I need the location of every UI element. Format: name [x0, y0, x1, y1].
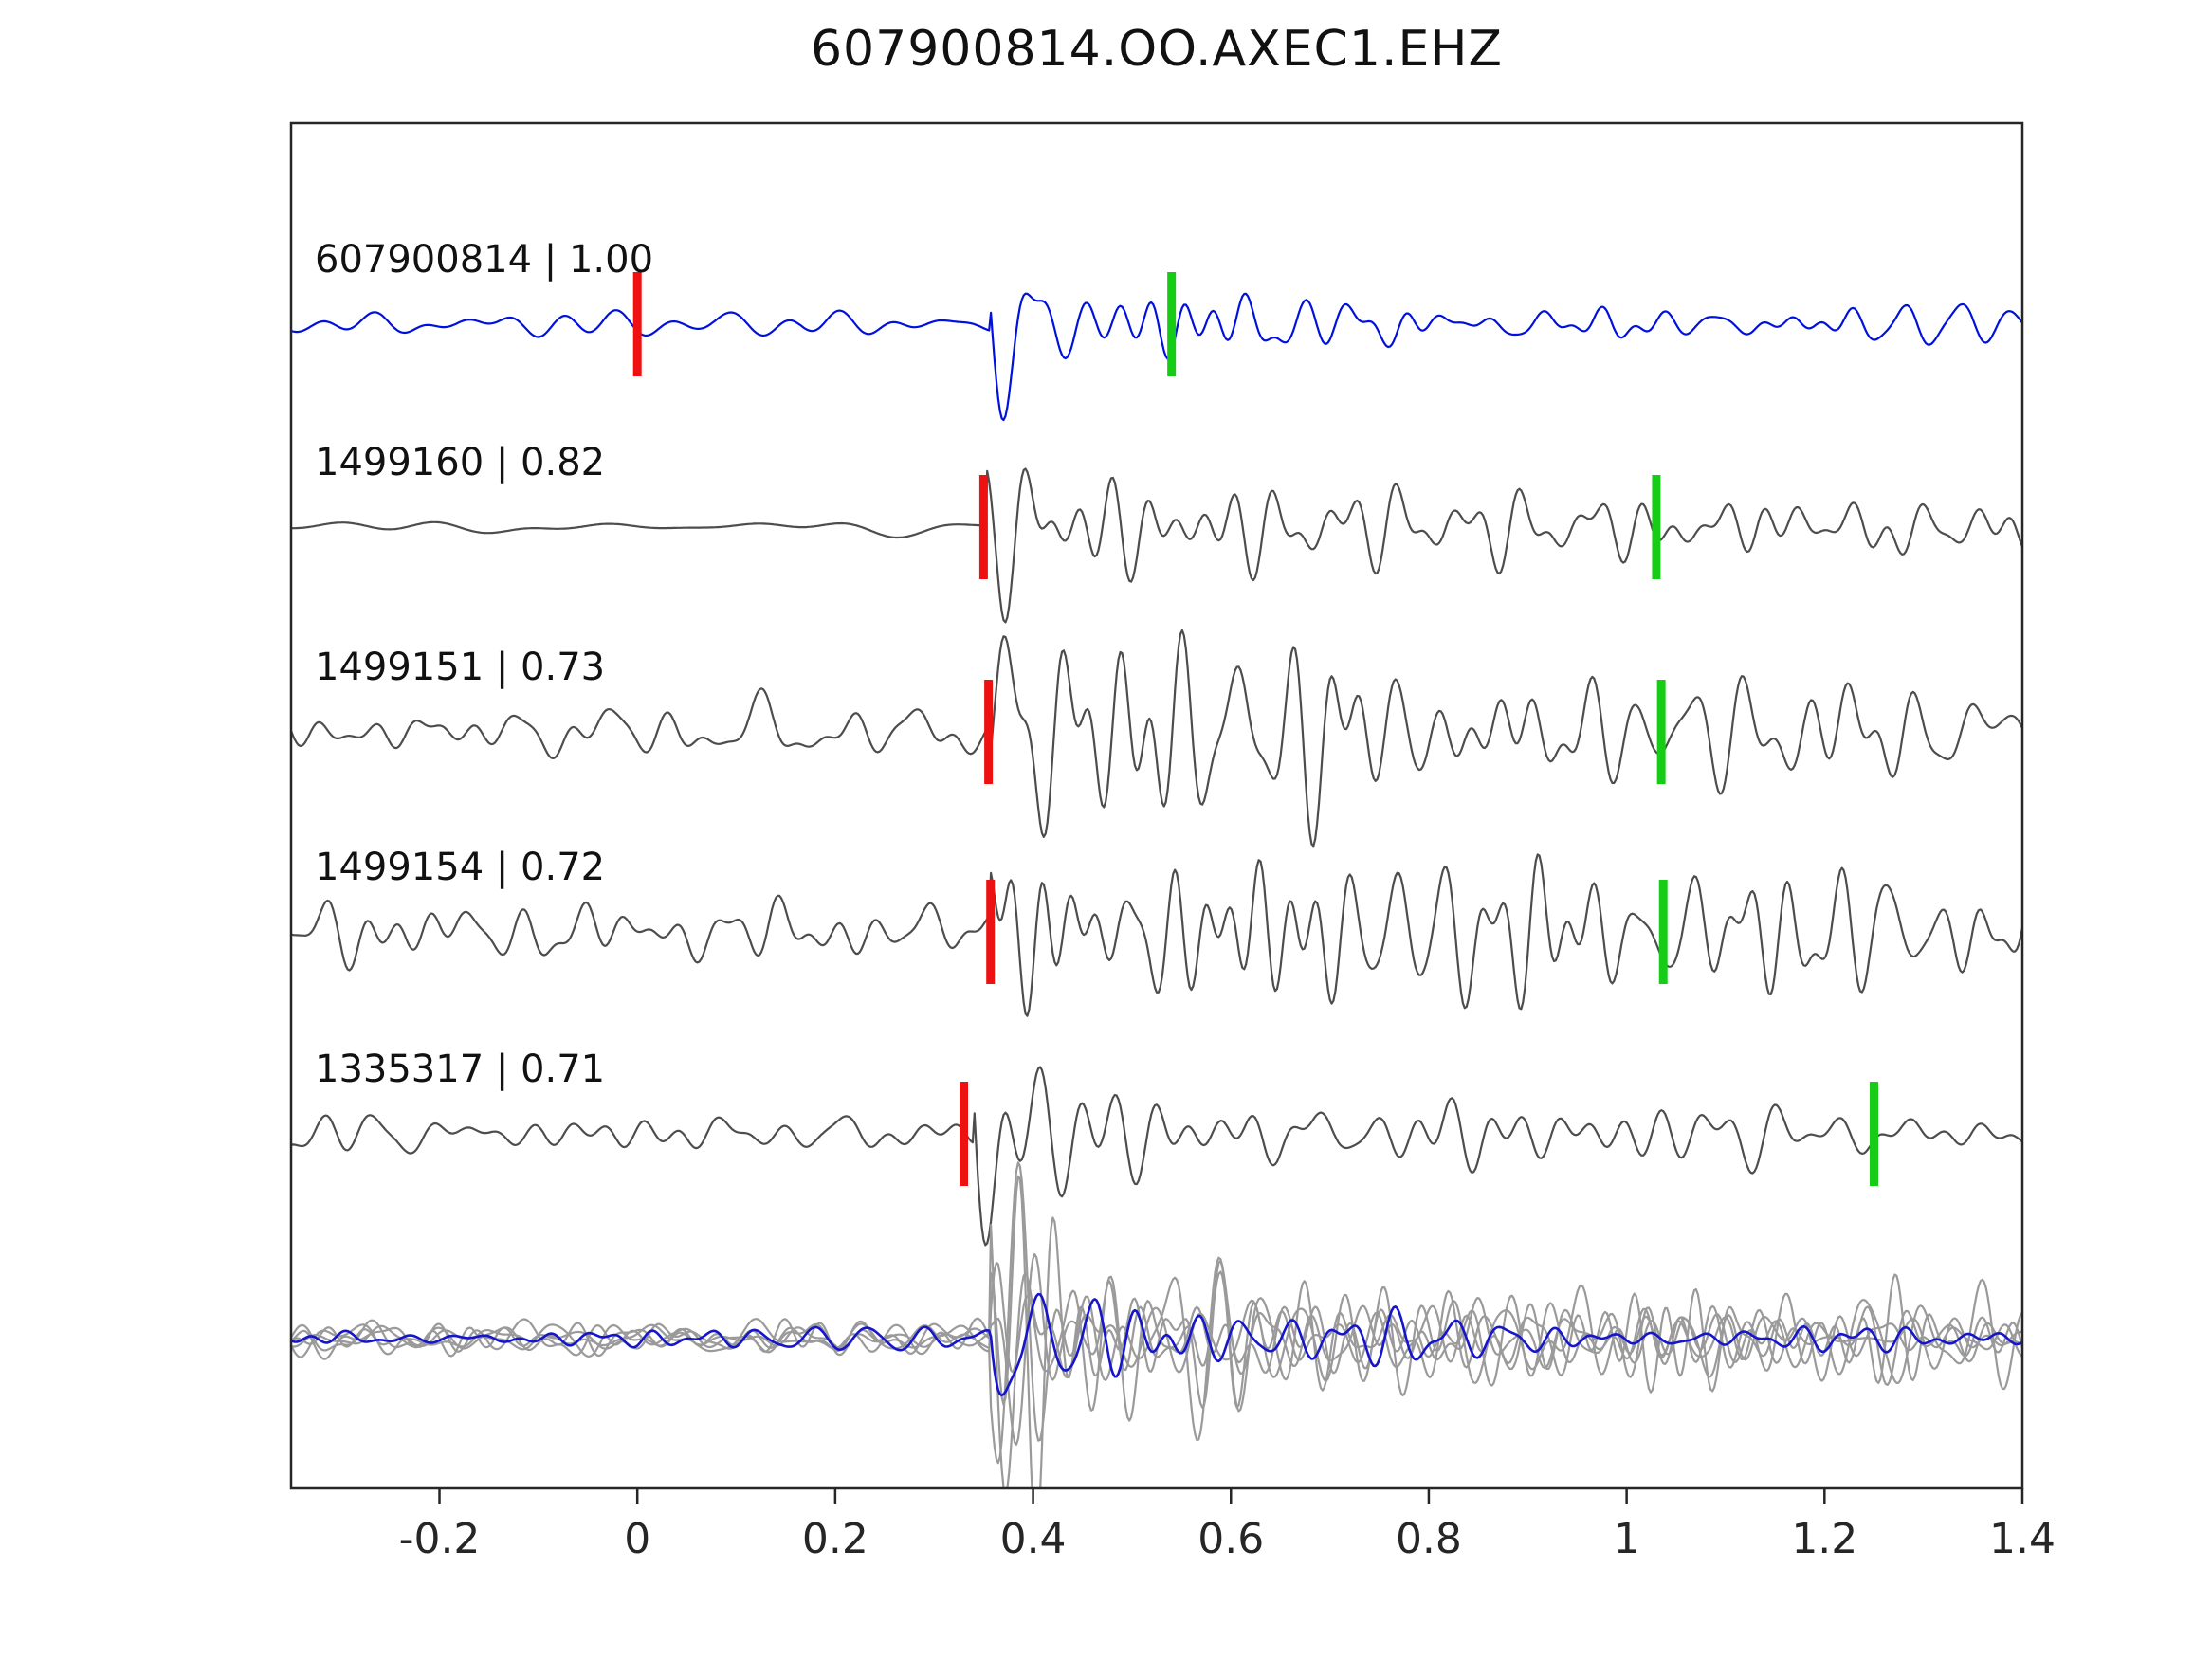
pick-marker-green — [1869, 1082, 1878, 1186]
waveform-trace — [291, 1066, 2022, 1247]
pick-marker-green — [1656, 680, 1666, 784]
axes-frame — [289, 121, 2024, 1490]
waveform-trace — [291, 292, 2022, 422]
figure-title: 607900814.OO.AXEC1.EHZ — [810, 21, 1504, 78]
x-tick-label: 0.2 — [802, 1515, 868, 1563]
waveform-trace — [291, 467, 2022, 624]
trace-label: 1499154 | 0.72 — [315, 846, 605, 889]
x-tick-label: 0.4 — [1000, 1515, 1067, 1563]
trace-label: 1335317 | 0.71 — [315, 1048, 605, 1091]
pick-marker-red — [986, 880, 996, 984]
waveform-trace — [291, 629, 2022, 848]
x-tick-label: 1.4 — [1989, 1515, 2056, 1563]
trace-area: 607900814 | 1.00 1499160 | 0.82 1499151 | … — [291, 238, 2022, 1488]
x-tick-label: 1.2 — [1791, 1515, 1857, 1563]
pick-marker-red — [632, 272, 642, 376]
x-tick-label: -0.2 — [399, 1515, 481, 1563]
trace-label: 607900814 | 1.00 — [315, 238, 653, 282]
overlay-gray-trace — [291, 1224, 2022, 1488]
waveform-trace — [291, 853, 2022, 1017]
x-tick-label: 1 — [1614, 1515, 1640, 1563]
pick-marker-red — [978, 475, 988, 579]
pick-marker-green — [1167, 272, 1177, 376]
pick-marker-red — [984, 680, 994, 784]
overlay-template-trace — [291, 1292, 2022, 1397]
trace-label: 1499151 | 0.73 — [315, 646, 605, 689]
overlay-gray-trace — [291, 1175, 2022, 1488]
x-tick-label: 0.8 — [1396, 1515, 1462, 1563]
pick-marker-red — [960, 1082, 969, 1186]
pick-marker-green — [1658, 880, 1668, 984]
trace-label: 1499160 | 0.82 — [315, 441, 605, 484]
x-tick-label: 0 — [624, 1515, 650, 1563]
x-tick-label: 0.6 — [1197, 1515, 1264, 1563]
pick-marker-green — [1652, 475, 1661, 579]
